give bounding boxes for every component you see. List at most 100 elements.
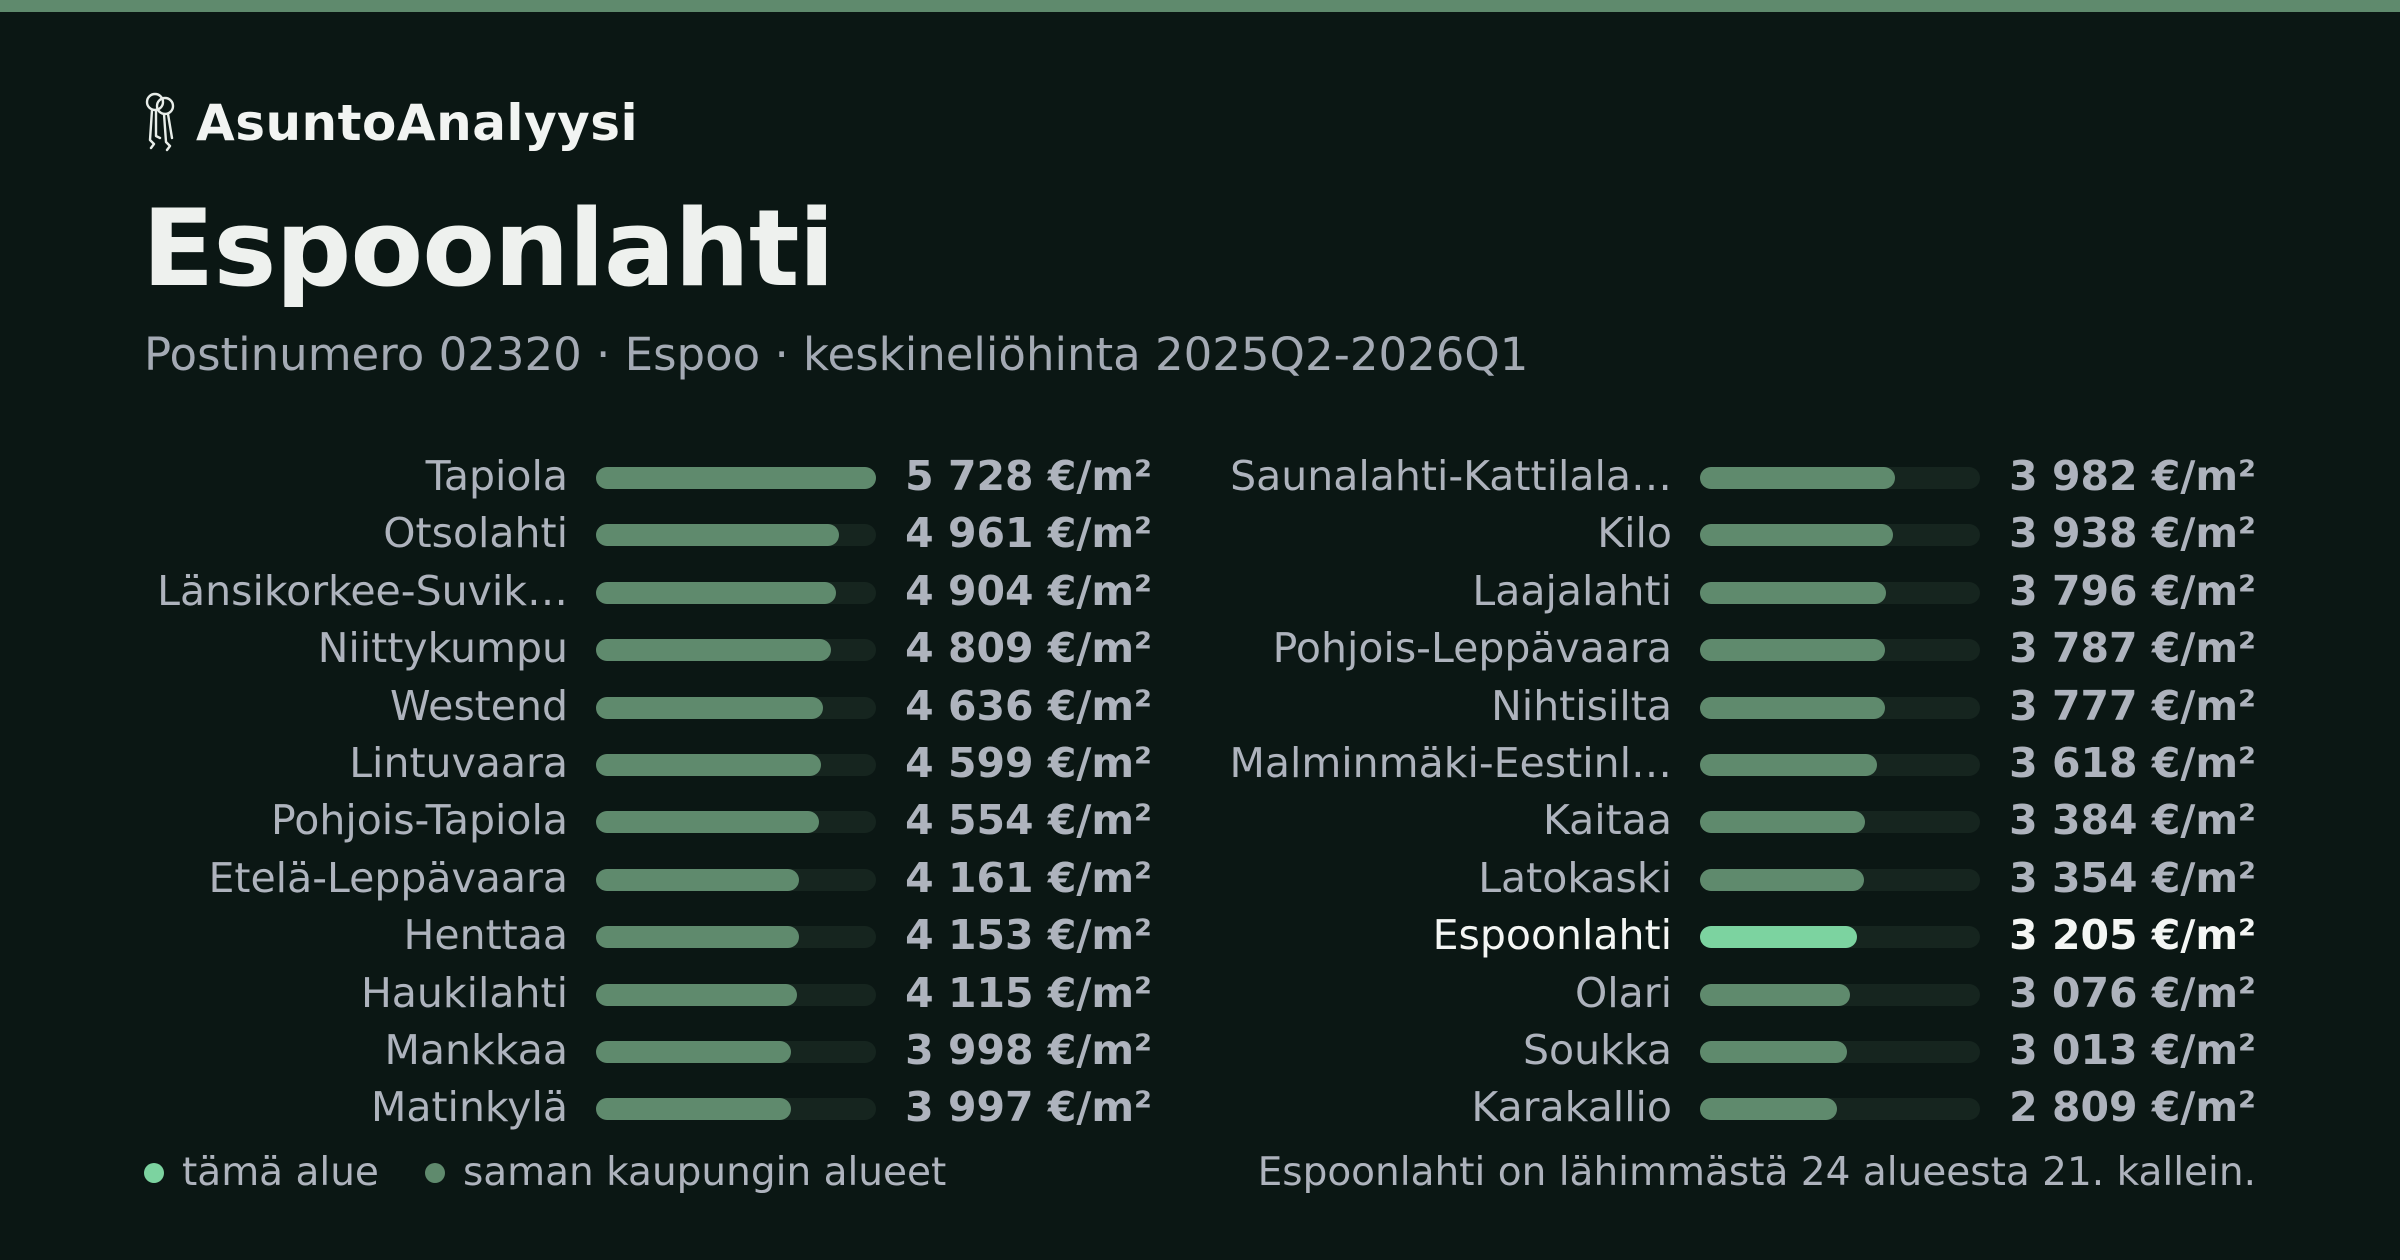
bar bbox=[1700, 467, 1895, 489]
bar-label: Niittykumpu bbox=[317, 624, 568, 672]
bar-value-label: 4 961 €/m² bbox=[905, 509, 1152, 557]
bar bbox=[1700, 582, 1886, 604]
bar-label: Tapiola bbox=[425, 452, 568, 500]
bar-row: Henttaa 4 153 €/m² bbox=[0, 909, 2400, 961]
bar bbox=[1700, 754, 1877, 776]
bar-label: Mankkaa bbox=[384, 1026, 569, 1074]
bar-track bbox=[596, 984, 876, 1006]
bar-label: Etelä-Leppävaara bbox=[208, 854, 568, 902]
bar-track bbox=[596, 639, 876, 661]
bar bbox=[1700, 811, 1865, 833]
bar-label: Henttaa bbox=[403, 911, 568, 959]
brand-name: AsuntoAnalyysi bbox=[196, 94, 639, 152]
bar-value-label: 4 161 €/m² bbox=[905, 854, 1152, 902]
bar-label: Nihtisilta bbox=[1491, 682, 1672, 730]
bar-track bbox=[1700, 524, 1980, 546]
bar-track bbox=[596, 697, 876, 719]
bar-row: Latokaski 3 354 €/m² bbox=[0, 852, 2400, 904]
bar-track bbox=[1700, 582, 1980, 604]
bar-row: Matinkylä 3 997 €/m² bbox=[0, 1081, 2400, 1133]
bar-label: Westend bbox=[389, 682, 568, 730]
legend-label-same-city: saman kaupungin alueet bbox=[462, 1150, 947, 1195]
bar-row: Etelä-Leppävaara 4 161 €/m² bbox=[0, 852, 2400, 904]
bar-value-label: 3 013 €/m² bbox=[2009, 1026, 2256, 1074]
bar-track bbox=[596, 811, 876, 833]
bar-value-label: 3 938 €/m² bbox=[2009, 509, 2256, 557]
legend: tämä alue saman kaupungin alueet bbox=[144, 1150, 992, 1195]
bar-row: Malminmäki-Eestinl… 3 618 €/m² bbox=[0, 737, 2400, 789]
bar-row: Länsikorkee-Suvik… 4 904 €/m² bbox=[0, 565, 2400, 617]
bar-value-label: 3 618 €/m² bbox=[2009, 739, 2256, 787]
bar-track bbox=[596, 926, 876, 948]
bar-track bbox=[1700, 926, 1980, 948]
bar-value-label: 3 787 €/m² bbox=[2009, 624, 2256, 672]
bar-label: Karakallio bbox=[1471, 1083, 1672, 1131]
bar-row: Niittykumpu 4 809 €/m² bbox=[0, 622, 2400, 674]
bar bbox=[596, 926, 799, 948]
bar-track bbox=[596, 524, 876, 546]
bar-track bbox=[1700, 467, 1980, 489]
bar-value-label: 4 554 €/m² bbox=[905, 796, 1152, 844]
bar-row: Nihtisilta 3 777 €/m² bbox=[0, 680, 2400, 732]
legend-dot-bar bbox=[424, 1162, 445, 1183]
bar-track bbox=[596, 1098, 876, 1120]
page-subtitle: Postinumero 02320 · Espoo · keskineliöhi… bbox=[144, 328, 1529, 381]
bar-row: Tapiola 5 728 €/m² bbox=[0, 450, 2400, 502]
bar bbox=[1700, 639, 1885, 661]
bar-track bbox=[1700, 869, 1980, 891]
bar-track bbox=[1700, 754, 1980, 776]
bar bbox=[1700, 524, 1893, 546]
bar-label: Olari bbox=[1574, 969, 1672, 1017]
bar-track bbox=[1700, 697, 1980, 719]
bar-row: Kaitaa 3 384 €/m² bbox=[0, 794, 2400, 846]
bar-value-label: 4 599 €/m² bbox=[905, 739, 1152, 787]
bar bbox=[596, 754, 821, 776]
bar-track bbox=[1700, 984, 1980, 1006]
bar bbox=[596, 524, 839, 546]
bar-row: Olari 3 076 €/m² bbox=[0, 967, 2400, 1019]
bar-row: Soukka 3 013 €/m² bbox=[0, 1024, 2400, 1076]
bar-row: Otsolahti 4 961 €/m² bbox=[0, 507, 2400, 559]
page-title: Espoonlahti bbox=[142, 187, 835, 310]
bar bbox=[596, 582, 836, 604]
bar-label: Laajalahti bbox=[1472, 567, 1672, 615]
bar-track bbox=[596, 467, 876, 489]
bar-track bbox=[596, 869, 876, 891]
bar-value-label: 3 796 €/m² bbox=[2009, 567, 2256, 615]
bar bbox=[596, 1041, 791, 1063]
bar-label: Pohjois-Tapiola bbox=[271, 796, 568, 844]
bar-label: Soukka bbox=[1523, 1026, 1672, 1074]
bar-row: Westend 4 636 €/m² bbox=[0, 680, 2400, 732]
bar-label: Saunalahti-Kattilala… bbox=[1230, 452, 1672, 500]
bar-value-label: 3 982 €/m² bbox=[2009, 452, 2256, 500]
bar-value-label: 3 777 €/m² bbox=[2009, 682, 2256, 730]
bar-row: Karakallio 2 809 €/m² bbox=[0, 1081, 2400, 1133]
bar-row: Laajalahti 3 796 €/m² bbox=[0, 565, 2400, 617]
bar-label: Matinkylä bbox=[370, 1083, 568, 1131]
bar-value-label: 4 153 €/m² bbox=[905, 911, 1152, 959]
bar-value-label: 2 809 €/m² bbox=[2009, 1083, 2256, 1131]
bar-track bbox=[596, 582, 876, 604]
bar-row: Saunalahti-Kattilala… 3 982 €/m² bbox=[0, 450, 2400, 502]
bar-value-label: 3 076 €/m² bbox=[2009, 969, 2256, 1017]
legend-item-this-area: tämä alue bbox=[144, 1150, 379, 1195]
bar bbox=[596, 1098, 791, 1120]
brand: AsuntoAnalyysi bbox=[142, 88, 638, 158]
bar-row: Pohjois-Tapiola 4 554 €/m² bbox=[0, 794, 2400, 846]
top-accent-bar bbox=[0, 0, 2400, 12]
bar-track bbox=[1700, 1041, 1980, 1063]
bar-value-label: 4 636 €/m² bbox=[905, 682, 1152, 730]
bar-row: Mankkaa 3 998 €/m² bbox=[0, 1024, 2400, 1076]
bar-row: Espoonlahti 3 205 €/m² bbox=[0, 909, 2400, 961]
bar bbox=[596, 697, 823, 719]
bar-track bbox=[1700, 811, 1980, 833]
bar-label: Kaitaa bbox=[1542, 796, 1672, 844]
bar-value-label: 5 728 €/m² bbox=[905, 452, 1152, 500]
bar-track bbox=[1700, 639, 1980, 661]
bar-label: Espoonlahti bbox=[1432, 911, 1672, 959]
bar-value-label: 3 354 €/m² bbox=[2009, 854, 2256, 902]
bar-label: Pohjois-Leppävaara bbox=[1272, 624, 1672, 672]
footnote: Espoonlahti on lähimmästä 24 alueesta 21… bbox=[1257, 1150, 2256, 1195]
legend-item-same-city: saman kaupungin alueet bbox=[424, 1150, 947, 1195]
bar bbox=[596, 639, 831, 661]
